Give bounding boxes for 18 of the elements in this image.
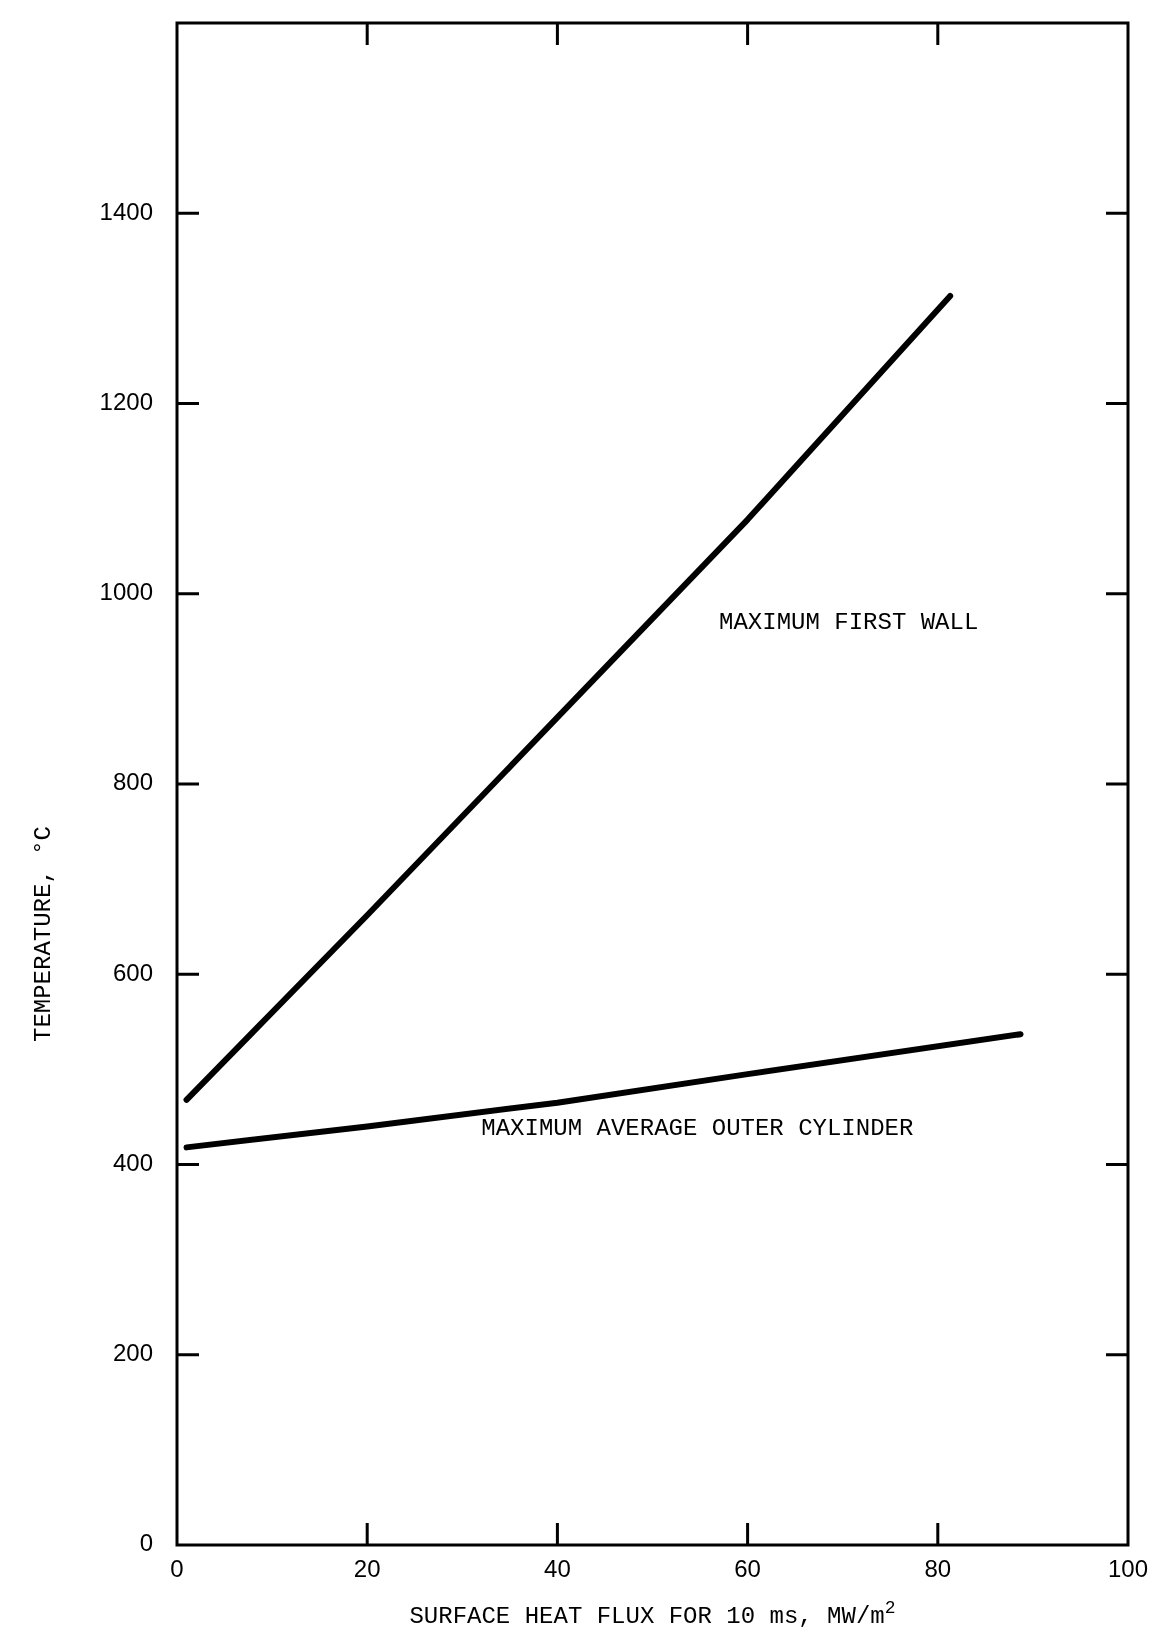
y-tick-label: 0 [139,1529,153,1557]
y-tick-label: 1000 [99,578,153,606]
y-tick-label: 200 [112,1339,153,1367]
series-label: MAXIMUM AVERAGE OUTER CYLINDER [481,1114,914,1142]
y-tick-label: 1200 [99,387,153,415]
x-tick-label: 100 [1107,1555,1149,1582]
x-axis-title: SURFACE HEAT FLUX FOR 10 ms, MW/m$^{2}$ [409,1598,896,1630]
y-tick-label: 600 [112,958,153,986]
x-tick-label: 60 [734,1555,761,1582]
x-tick-label: 0 [170,1555,184,1582]
x-tick-label: 80 [924,1555,952,1582]
y-tick-label: 1400 [99,197,153,225]
x-tick-label: 40 [544,1555,571,1582]
y-tick-label: 400 [112,1148,153,1176]
y-tick-label: 800 [112,768,153,796]
x-tick-label: 20 [353,1555,381,1582]
series-label: MAXIMUM FIRST WALL [719,608,979,636]
y-axis-title: TEMPERATURE, °C [30,825,57,1043]
